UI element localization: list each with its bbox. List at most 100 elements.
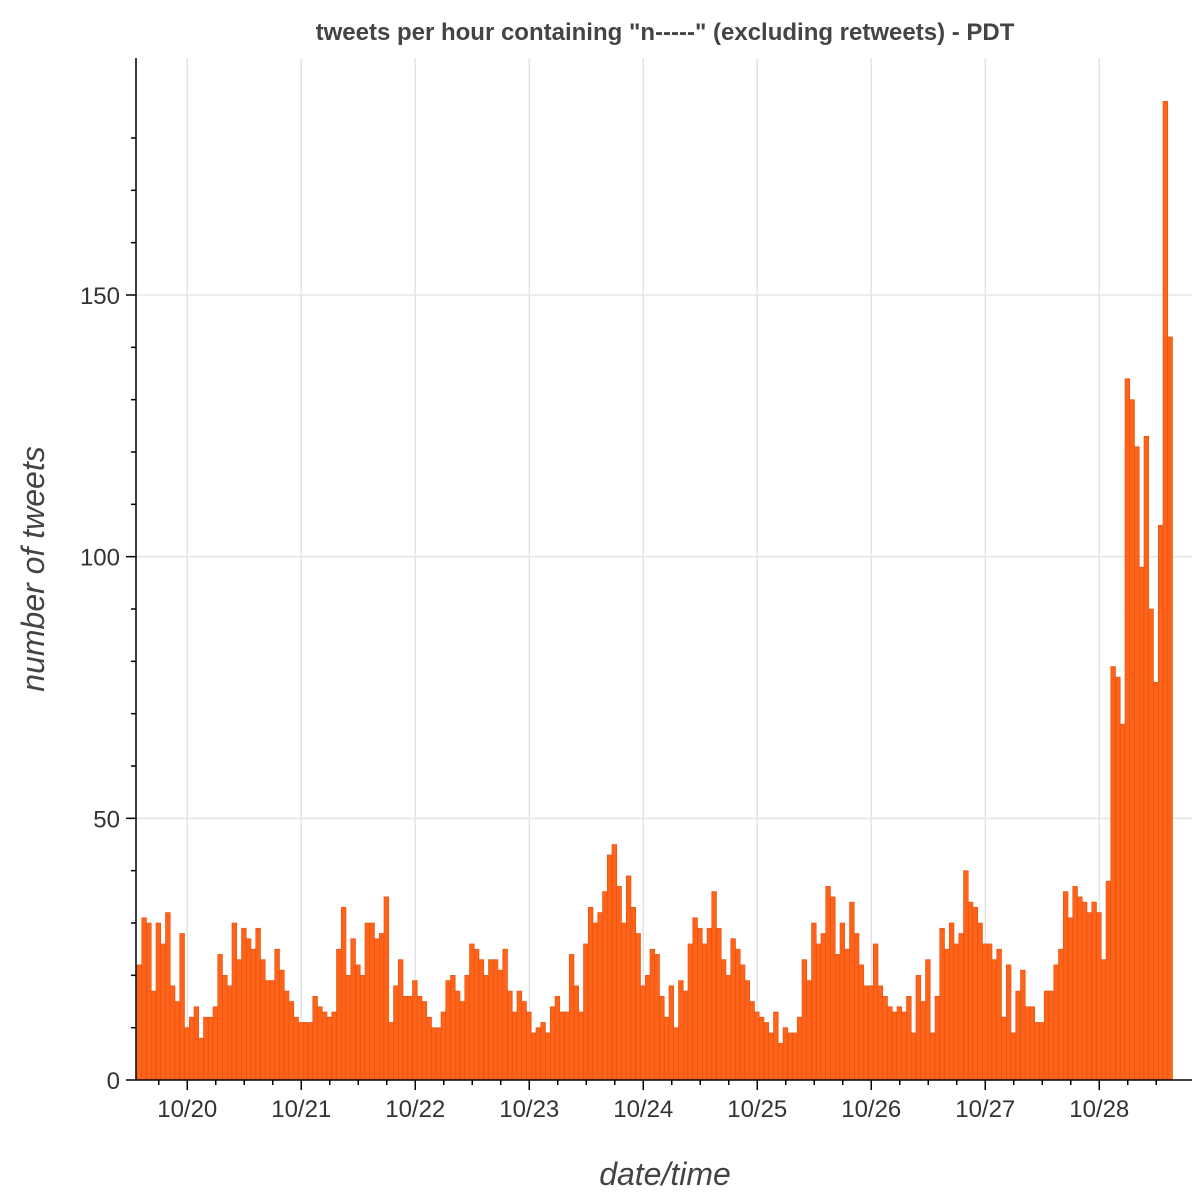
bar bbox=[749, 1001, 755, 1081]
bar bbox=[1167, 336, 1173, 1081]
bar bbox=[416, 995, 423, 1081]
bar bbox=[388, 1022, 394, 1081]
bar bbox=[568, 954, 575, 1081]
y-ticks: 0 50 100 150 bbox=[80, 137, 136, 1095]
bar bbox=[663, 1016, 670, 1081]
bar bbox=[1124, 378, 1131, 1081]
bar bbox=[711, 891, 717, 1081]
bar bbox=[977, 922, 983, 1081]
bar bbox=[811, 922, 817, 1081]
bar bbox=[402, 995, 409, 1081]
bar bbox=[293, 1016, 299, 1081]
x-ticks: 10/20 10/21 10/22 10/23 10/24 10/25 10/26 10/27… bbox=[157, 1080, 1157, 1123]
bar bbox=[1062, 891, 1069, 1081]
bar bbox=[1029, 1006, 1036, 1081]
bar bbox=[1001, 1016, 1007, 1081]
bar bbox=[1162, 101, 1169, 1081]
bar bbox=[1110, 666, 1116, 1081]
bar bbox=[174, 1001, 181, 1081]
bar bbox=[459, 1001, 466, 1081]
bar bbox=[535, 1027, 542, 1081]
bar bbox=[445, 980, 451, 1081]
y-tick-label: 0 bbox=[107, 1068, 120, 1095]
bar bbox=[473, 948, 480, 1081]
bar bbox=[1043, 990, 1050, 1081]
bar bbox=[198, 1037, 204, 1081]
bar bbox=[910, 1032, 917, 1081]
bar bbox=[336, 948, 342, 1081]
bar bbox=[635, 933, 641, 1081]
bar bbox=[374, 938, 380, 1081]
bar bbox=[184, 1027, 190, 1081]
bar bbox=[706, 927, 713, 1081]
bar bbox=[516, 990, 523, 1081]
x-tick-label: 10/27 bbox=[955, 1096, 1015, 1123]
bar bbox=[359, 975, 366, 1081]
bar bbox=[754, 1011, 760, 1081]
bar bbox=[792, 1032, 798, 1081]
bar bbox=[934, 995, 941, 1081]
bars bbox=[136, 101, 1173, 1081]
bar bbox=[944, 948, 950, 1081]
bar bbox=[469, 943, 475, 1081]
bar bbox=[231, 922, 238, 1081]
bar bbox=[179, 933, 185, 1081]
gridlines bbox=[136, 58, 1192, 1080]
bar bbox=[193, 1006, 200, 1081]
bar bbox=[188, 1016, 195, 1081]
bar bbox=[549, 1006, 556, 1081]
bar bbox=[155, 922, 162, 1081]
bar bbox=[763, 1022, 770, 1081]
bar bbox=[283, 990, 290, 1081]
bar bbox=[421, 1001, 428, 1081]
bar bbox=[530, 1032, 537, 1081]
x-axis-label: date/time bbox=[599, 1156, 731, 1192]
bar bbox=[868, 985, 874, 1081]
bar bbox=[986, 943, 993, 1081]
y-tick-label: 150 bbox=[80, 283, 120, 310]
bar bbox=[1020, 969, 1026, 1081]
bar bbox=[972, 906, 979, 1081]
bar bbox=[697, 927, 703, 1081]
bar bbox=[412, 980, 418, 1081]
bar bbox=[431, 1027, 437, 1081]
bar bbox=[716, 927, 722, 1081]
x-tick-label: 10/21 bbox=[271, 1096, 331, 1123]
bar bbox=[863, 985, 869, 1081]
bar bbox=[1048, 990, 1055, 1081]
bar bbox=[630, 906, 637, 1081]
bar bbox=[397, 959, 404, 1081]
bar bbox=[502, 948, 508, 1081]
bar bbox=[592, 922, 599, 1081]
bar bbox=[1143, 435, 1150, 1081]
bar bbox=[169, 985, 176, 1081]
bar bbox=[1134, 446, 1140, 1081]
bar bbox=[991, 959, 998, 1081]
bar bbox=[350, 938, 356, 1081]
bar bbox=[782, 1027, 789, 1081]
bar bbox=[915, 975, 922, 1081]
bar bbox=[654, 954, 660, 1081]
bar bbox=[378, 933, 385, 1081]
bar bbox=[407, 995, 413, 1081]
bar bbox=[393, 985, 399, 1081]
bar bbox=[844, 948, 850, 1081]
bar bbox=[1100, 959, 1107, 1081]
bar bbox=[891, 1011, 898, 1081]
bar bbox=[925, 959, 931, 1081]
bar bbox=[269, 980, 276, 1081]
bar bbox=[920, 1001, 926, 1081]
bar bbox=[806, 980, 812, 1081]
bar bbox=[340, 906, 347, 1081]
bar bbox=[1015, 990, 1021, 1081]
bar bbox=[226, 985, 233, 1081]
bar bbox=[236, 959, 242, 1081]
bar bbox=[1138, 566, 1145, 1081]
bar bbox=[830, 896, 836, 1081]
bar bbox=[602, 891, 608, 1081]
bar bbox=[583, 943, 589, 1081]
bar bbox=[606, 854, 613, 1081]
bar bbox=[815, 943, 822, 1081]
bar bbox=[307, 1022, 314, 1081]
bar bbox=[369, 922, 375, 1081]
